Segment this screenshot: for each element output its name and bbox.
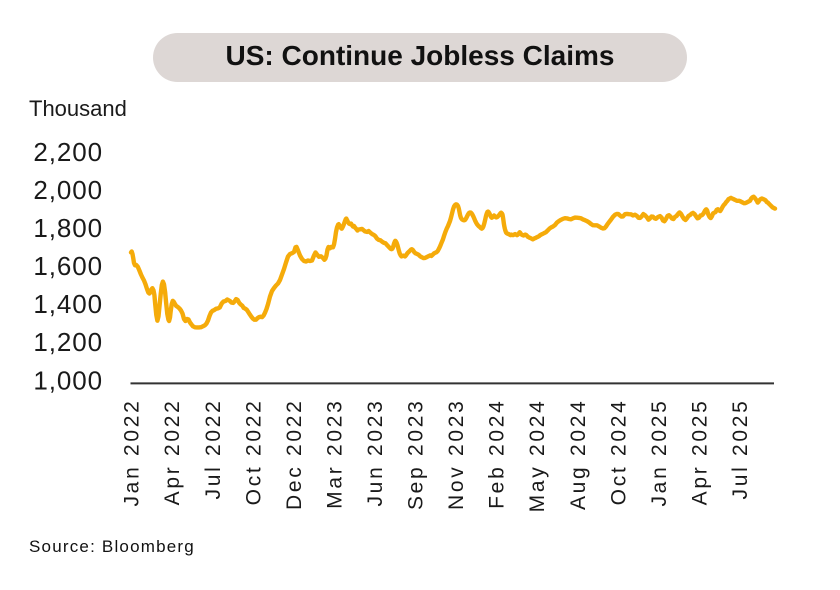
svg-text:Apr 2022: Apr 2022 [161,399,184,506]
svg-text:Apr 2025: Apr 2025 [688,399,711,506]
svg-text:1,600: 1,600 [33,251,103,281]
svg-text:1,200: 1,200 [33,327,103,357]
svg-text:May 2024: May 2024 [526,399,549,513]
svg-text:Jul 2025: Jul 2025 [729,399,752,500]
svg-text:2,000: 2,000 [33,175,103,205]
svg-text:Jan 2022: Jan 2022 [121,399,144,507]
svg-text:Mar 2023: Mar 2023 [323,399,346,509]
svg-text:Sep 2023: Sep 2023 [405,399,428,511]
svg-text:1,400: 1,400 [33,289,103,319]
svg-text:1,000: 1,000 [33,365,103,395]
svg-text:Jun 2023: Jun 2023 [364,399,387,507]
svg-text:Aug 2024: Aug 2024 [567,399,590,511]
svg-text:Jul 2022: Jul 2022 [202,399,225,500]
svg-text:Jan 2025: Jan 2025 [648,399,671,507]
svg-text:Oct 2024: Oct 2024 [607,399,630,506]
svg-text:2,200: 2,200 [33,137,103,167]
svg-text:Feb 2024: Feb 2024 [486,399,509,509]
svg-text:Dec 2022: Dec 2022 [283,399,306,511]
svg-text:1,800: 1,800 [33,213,103,243]
svg-text:Oct 2022: Oct 2022 [242,399,265,506]
svg-text:Nov 2023: Nov 2023 [445,399,468,511]
